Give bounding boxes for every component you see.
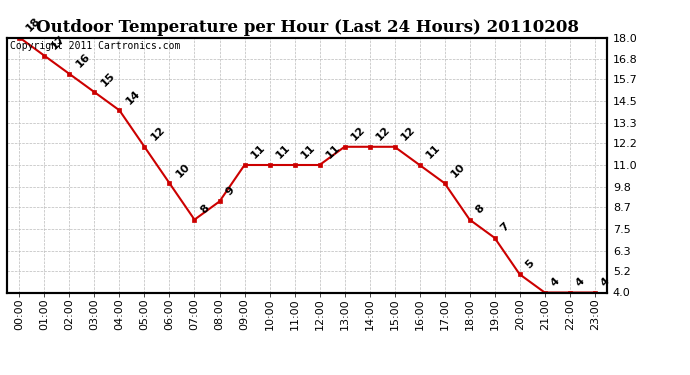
Text: 11: 11 — [324, 143, 342, 161]
Text: 15: 15 — [99, 70, 117, 88]
Text: 10: 10 — [174, 161, 192, 179]
Text: 4: 4 — [549, 276, 562, 288]
Text: 4: 4 — [599, 276, 611, 288]
Text: 9: 9 — [224, 184, 236, 197]
Text: Copyright 2011 Cartronics.com: Copyright 2011 Cartronics.com — [10, 41, 180, 51]
Title: Outdoor Temperature per Hour (Last 24 Hours) 20110208: Outdoor Temperature per Hour (Last 24 Ho… — [36, 19, 578, 36]
Text: 18: 18 — [23, 15, 41, 33]
Text: 11: 11 — [248, 143, 267, 161]
Text: 4: 4 — [574, 276, 586, 288]
Text: 14: 14 — [124, 88, 141, 106]
Text: 12: 12 — [374, 124, 392, 142]
Text: 11: 11 — [274, 143, 292, 161]
Text: 12: 12 — [399, 124, 417, 142]
Text: 8: 8 — [199, 203, 211, 216]
Text: 11: 11 — [299, 143, 317, 161]
Text: 10: 10 — [448, 161, 466, 179]
Text: 16: 16 — [74, 52, 92, 70]
Text: 7: 7 — [499, 221, 511, 234]
Text: 5: 5 — [524, 258, 536, 270]
Text: 12: 12 — [348, 124, 367, 142]
Text: 12: 12 — [148, 124, 167, 142]
Text: 11: 11 — [424, 143, 442, 161]
Text: 8: 8 — [474, 203, 486, 216]
Text: 17: 17 — [48, 33, 67, 51]
